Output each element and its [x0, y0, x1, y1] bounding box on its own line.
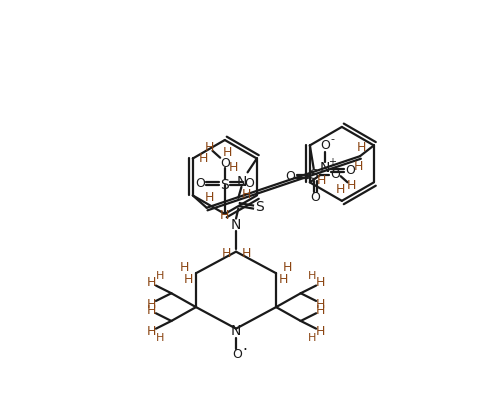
- Text: N: N: [236, 175, 247, 188]
- Text: H: H: [205, 141, 214, 154]
- Text: H: H: [228, 161, 238, 174]
- Text: H: H: [242, 247, 251, 260]
- Text: O: O: [345, 163, 355, 176]
- Text: N: N: [231, 218, 241, 232]
- Text: H: H: [147, 297, 156, 310]
- Text: S: S: [309, 168, 318, 182]
- Text: H: H: [316, 276, 325, 289]
- Text: H: H: [155, 271, 164, 281]
- Text: O: O: [320, 139, 330, 152]
- Text: S: S: [255, 200, 263, 214]
- Text: H: H: [317, 173, 326, 186]
- Text: O: O: [286, 170, 296, 183]
- Text: ·: ·: [242, 343, 247, 358]
- Text: H: H: [336, 183, 345, 196]
- Text: H: H: [155, 333, 164, 343]
- Text: H: H: [346, 179, 356, 192]
- Text: -: -: [330, 134, 334, 144]
- Text: N: N: [320, 161, 331, 176]
- Text: H: H: [221, 247, 231, 260]
- Text: H: H: [147, 325, 156, 338]
- Text: H: H: [316, 297, 325, 310]
- Text: H: H: [222, 146, 232, 159]
- Text: H: H: [204, 191, 214, 204]
- Text: H: H: [180, 260, 189, 274]
- Text: H: H: [354, 160, 363, 173]
- Text: H: H: [242, 188, 251, 201]
- Text: H: H: [308, 333, 316, 343]
- Text: H: H: [357, 141, 366, 154]
- Text: +: +: [328, 157, 336, 167]
- Text: H: H: [199, 152, 208, 165]
- Text: H: H: [283, 260, 293, 274]
- Text: O: O: [195, 177, 205, 190]
- Text: S: S: [220, 178, 229, 192]
- Text: O: O: [310, 191, 320, 204]
- Text: H: H: [184, 273, 193, 286]
- Text: H: H: [308, 271, 316, 281]
- Text: H: H: [147, 304, 156, 317]
- Text: O: O: [330, 168, 340, 181]
- Text: O: O: [245, 177, 254, 190]
- Text: O: O: [233, 348, 243, 361]
- Text: N: N: [231, 324, 241, 338]
- Text: H: H: [316, 304, 325, 317]
- Text: H: H: [220, 209, 229, 222]
- Text: O: O: [220, 156, 230, 170]
- Text: H: H: [279, 273, 289, 286]
- Text: H: H: [316, 325, 325, 338]
- Text: H: H: [147, 276, 156, 289]
